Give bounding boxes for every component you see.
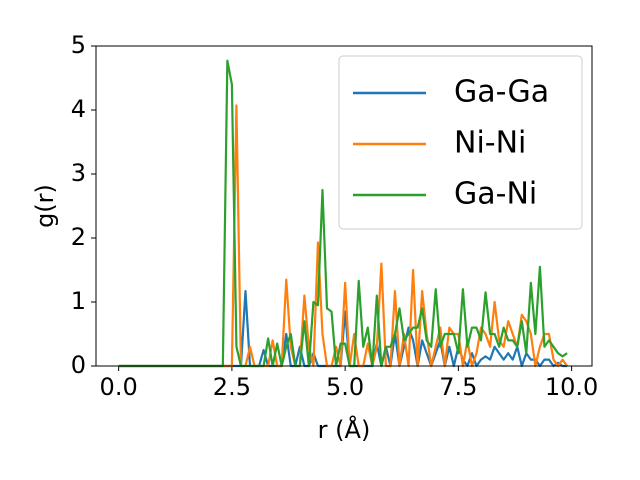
x-tick-label: 5.0	[326, 373, 364, 401]
legend-label: Ga-Ni	[454, 177, 537, 212]
legend-box	[338, 55, 583, 230]
legend-label: Ga-Ga	[454, 75, 549, 110]
x-tick-label: 10.0	[545, 373, 598, 401]
legend: Ga-Ga Ni-Ni Ga-Ni	[338, 55, 583, 230]
y-tick-label: 4	[71, 95, 86, 123]
x-axis-label: r (Å)	[318, 415, 371, 444]
legend-label: Ni-Ni	[454, 126, 526, 161]
x-tick-label: 0.0	[100, 373, 138, 401]
x-tick-label: 2.5	[213, 373, 251, 401]
y-axis-label: g(r)	[31, 184, 59, 228]
y-tick-label: 3	[71, 159, 86, 187]
y-tick-label: 5	[71, 31, 86, 59]
x-tick-label: 7.5	[439, 373, 477, 401]
axes-frame	[95, 45, 593, 367]
y-tick-label: 0	[71, 351, 86, 379]
y-tick-label: 1	[71, 287, 86, 315]
y-tick-label: 2	[71, 223, 86, 251]
